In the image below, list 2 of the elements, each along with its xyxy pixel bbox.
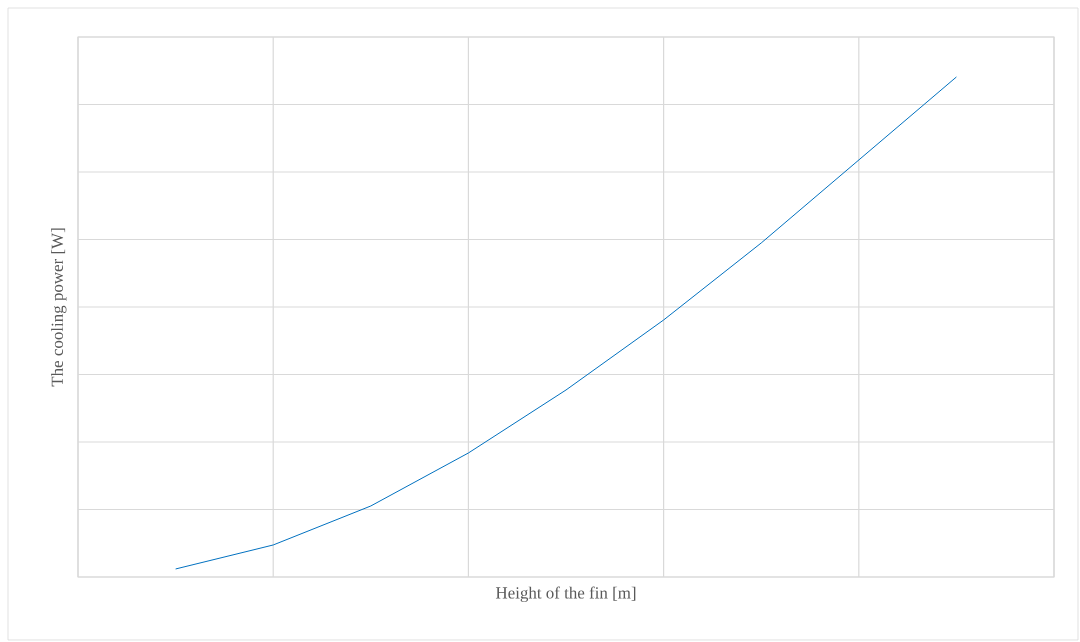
x-axis-title: Height of the fin [m] bbox=[495, 586, 636, 603]
y-axis-title: The cooling power [W] bbox=[51, 228, 67, 387]
